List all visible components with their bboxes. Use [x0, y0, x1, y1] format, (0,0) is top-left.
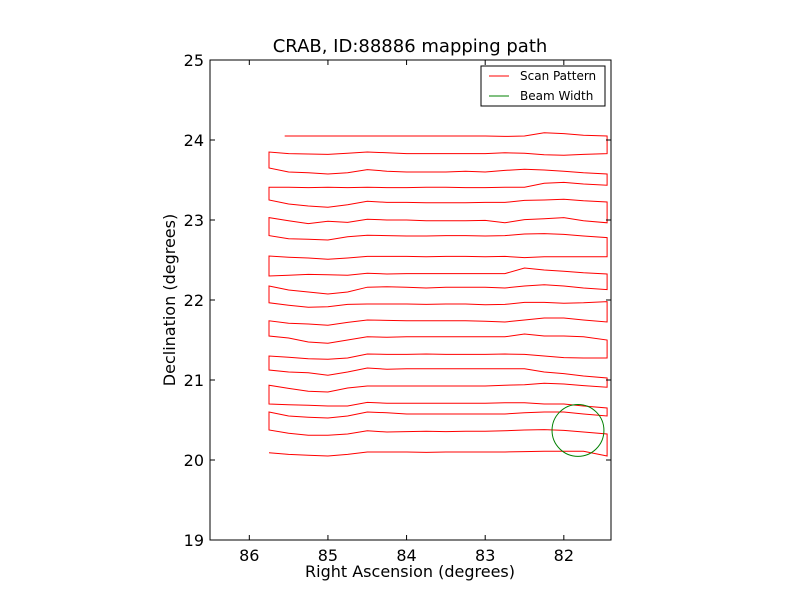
chart-title: CRAB, ID:88886 mapping path	[273, 36, 548, 57]
x-tick-label: 85	[318, 546, 338, 565]
x-tick-label: 86	[239, 546, 259, 565]
y-tick-label: 25	[184, 51, 204, 70]
x-tick-label: 82	[554, 546, 574, 565]
beam-width-circle	[551, 403, 605, 457]
scan-pattern-line	[268, 132, 608, 457]
plot-area	[268, 132, 608, 457]
y-tick-label: 22	[184, 291, 204, 310]
y-tick-label: 23	[184, 211, 204, 230]
y-tick-label: 19	[184, 531, 204, 550]
y-tick-label: 24	[184, 131, 204, 150]
x-axis-label: Right Ascension (degrees)	[305, 562, 515, 581]
legend-label-scan-pattern: Scan Pattern	[520, 69, 596, 83]
y-axis-label: Declination (degrees)	[160, 214, 179, 386]
y-tick-label: 21	[184, 371, 204, 390]
legend: Scan Pattern Beam Width	[480, 65, 606, 107]
legend-label-beam-width: Beam Width	[520, 89, 593, 103]
y-tick-label: 20	[184, 451, 204, 470]
legend-box	[480, 65, 606, 107]
x-tick-label: 84	[396, 546, 416, 565]
x-tick-label: 83	[475, 546, 495, 565]
tick-marks: 86 85 84 83 82 19 20 21 22 23 24 25	[184, 51, 611, 565]
axes-frame	[209, 59, 612, 541]
